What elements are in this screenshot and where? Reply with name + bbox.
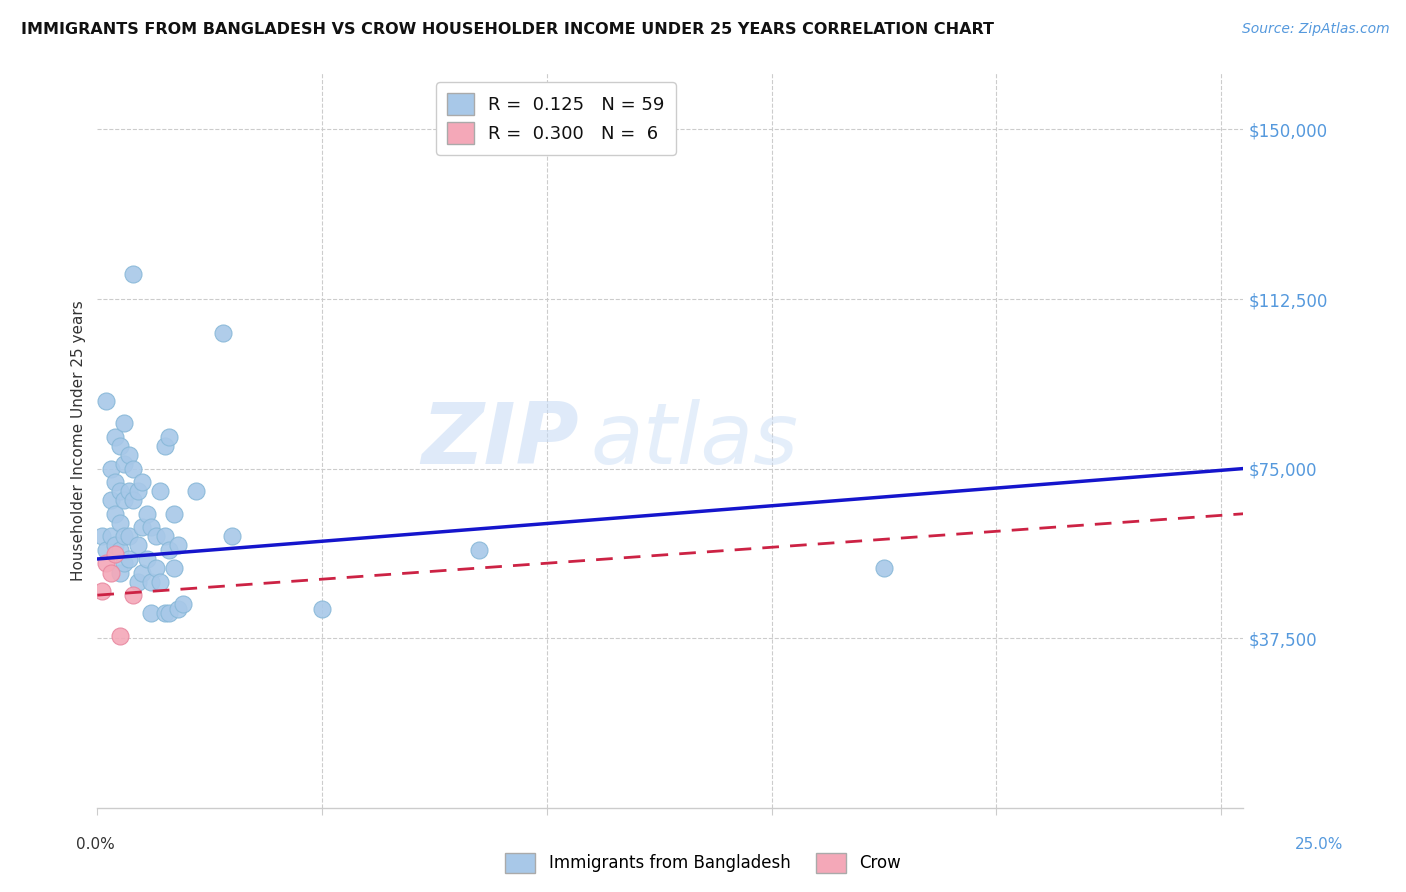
Point — [127, 574, 149, 589]
Legend: R =  0.125   N = 59, R =  0.300   N =  6: R = 0.125 N = 59, R = 0.300 N = 6 — [436, 82, 676, 155]
Point — [112, 529, 135, 543]
Point — [100, 461, 122, 475]
Point — [108, 629, 131, 643]
Point — [108, 484, 131, 499]
Point — [118, 552, 141, 566]
Point — [122, 588, 145, 602]
Point — [167, 601, 190, 615]
Point — [131, 520, 153, 534]
Point — [118, 448, 141, 462]
Point — [127, 484, 149, 499]
Point — [141, 520, 163, 534]
Text: 0.0%: 0.0% — [76, 838, 115, 852]
Point — [112, 417, 135, 431]
Point — [108, 543, 131, 558]
Point — [153, 439, 176, 453]
Point — [108, 566, 131, 580]
Point — [149, 574, 172, 589]
Y-axis label: Householder Income Under 25 years: Householder Income Under 25 years — [72, 300, 86, 581]
Point — [157, 543, 180, 558]
Text: 25.0%: 25.0% — [1295, 838, 1343, 852]
Text: ZIP: ZIP — [422, 399, 579, 482]
Point — [135, 552, 157, 566]
Point — [186, 484, 208, 499]
Legend: Immigrants from Bangladesh, Crow: Immigrants from Bangladesh, Crow — [499, 847, 907, 880]
Text: IMMIGRANTS FROM BANGLADESH VS CROW HOUSEHOLDER INCOME UNDER 25 YEARS CORRELATION: IMMIGRANTS FROM BANGLADESH VS CROW HOUSE… — [21, 22, 994, 37]
Point — [118, 529, 141, 543]
Text: atlas: atlas — [591, 399, 799, 482]
Point — [104, 538, 127, 552]
Point — [122, 461, 145, 475]
Point — [468, 543, 491, 558]
Point — [118, 484, 141, 499]
Point — [96, 543, 118, 558]
Point — [90, 529, 112, 543]
Point — [131, 475, 153, 489]
Point — [104, 507, 127, 521]
Point — [149, 484, 172, 499]
Text: Source: ZipAtlas.com: Source: ZipAtlas.com — [1241, 22, 1389, 37]
Point — [131, 566, 153, 580]
Point — [122, 493, 145, 508]
Point — [172, 597, 194, 611]
Point — [112, 457, 135, 471]
Point — [141, 606, 163, 620]
Point — [90, 583, 112, 598]
Point — [145, 529, 167, 543]
Point — [873, 561, 896, 575]
Point — [112, 493, 135, 508]
Point — [112, 557, 135, 571]
Point — [104, 475, 127, 489]
Point — [108, 516, 131, 530]
Point — [153, 529, 176, 543]
Point — [100, 493, 122, 508]
Point — [163, 561, 186, 575]
Point — [96, 557, 118, 571]
Point — [167, 538, 190, 552]
Point — [141, 574, 163, 589]
Point — [104, 430, 127, 444]
Point — [212, 326, 235, 340]
Point — [100, 566, 122, 580]
Point — [153, 606, 176, 620]
Point — [221, 529, 243, 543]
Point — [104, 548, 127, 562]
Point — [163, 507, 186, 521]
Point — [96, 393, 118, 408]
Point — [157, 606, 180, 620]
Point — [145, 561, 167, 575]
Point — [108, 439, 131, 453]
Point — [127, 538, 149, 552]
Point — [135, 507, 157, 521]
Point — [122, 267, 145, 281]
Point — [157, 430, 180, 444]
Point — [311, 601, 333, 615]
Point — [100, 529, 122, 543]
